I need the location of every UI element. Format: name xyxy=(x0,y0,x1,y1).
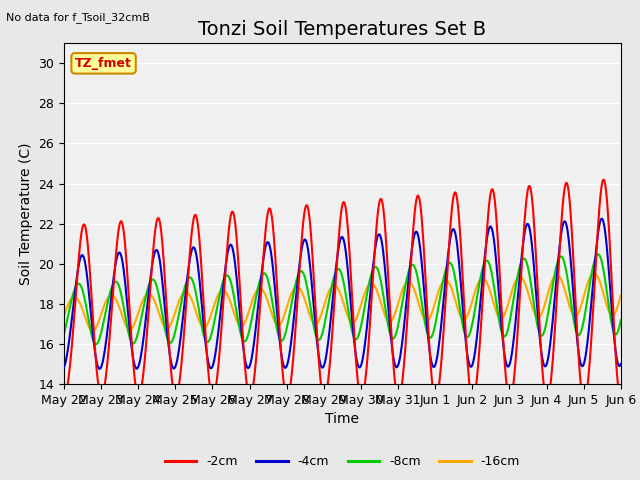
Text: No data for f_Tsoil_32cmB: No data for f_Tsoil_32cmB xyxy=(6,12,150,23)
Text: TZ_fmet: TZ_fmet xyxy=(75,57,132,70)
Y-axis label: Soil Temperature (C): Soil Temperature (C) xyxy=(19,143,33,285)
X-axis label: Time: Time xyxy=(325,412,360,426)
Title: Tonzi Soil Temperatures Set B: Tonzi Soil Temperatures Set B xyxy=(198,20,486,39)
Legend: -2cm, -4cm, -8cm, -16cm: -2cm, -4cm, -8cm, -16cm xyxy=(160,450,525,473)
